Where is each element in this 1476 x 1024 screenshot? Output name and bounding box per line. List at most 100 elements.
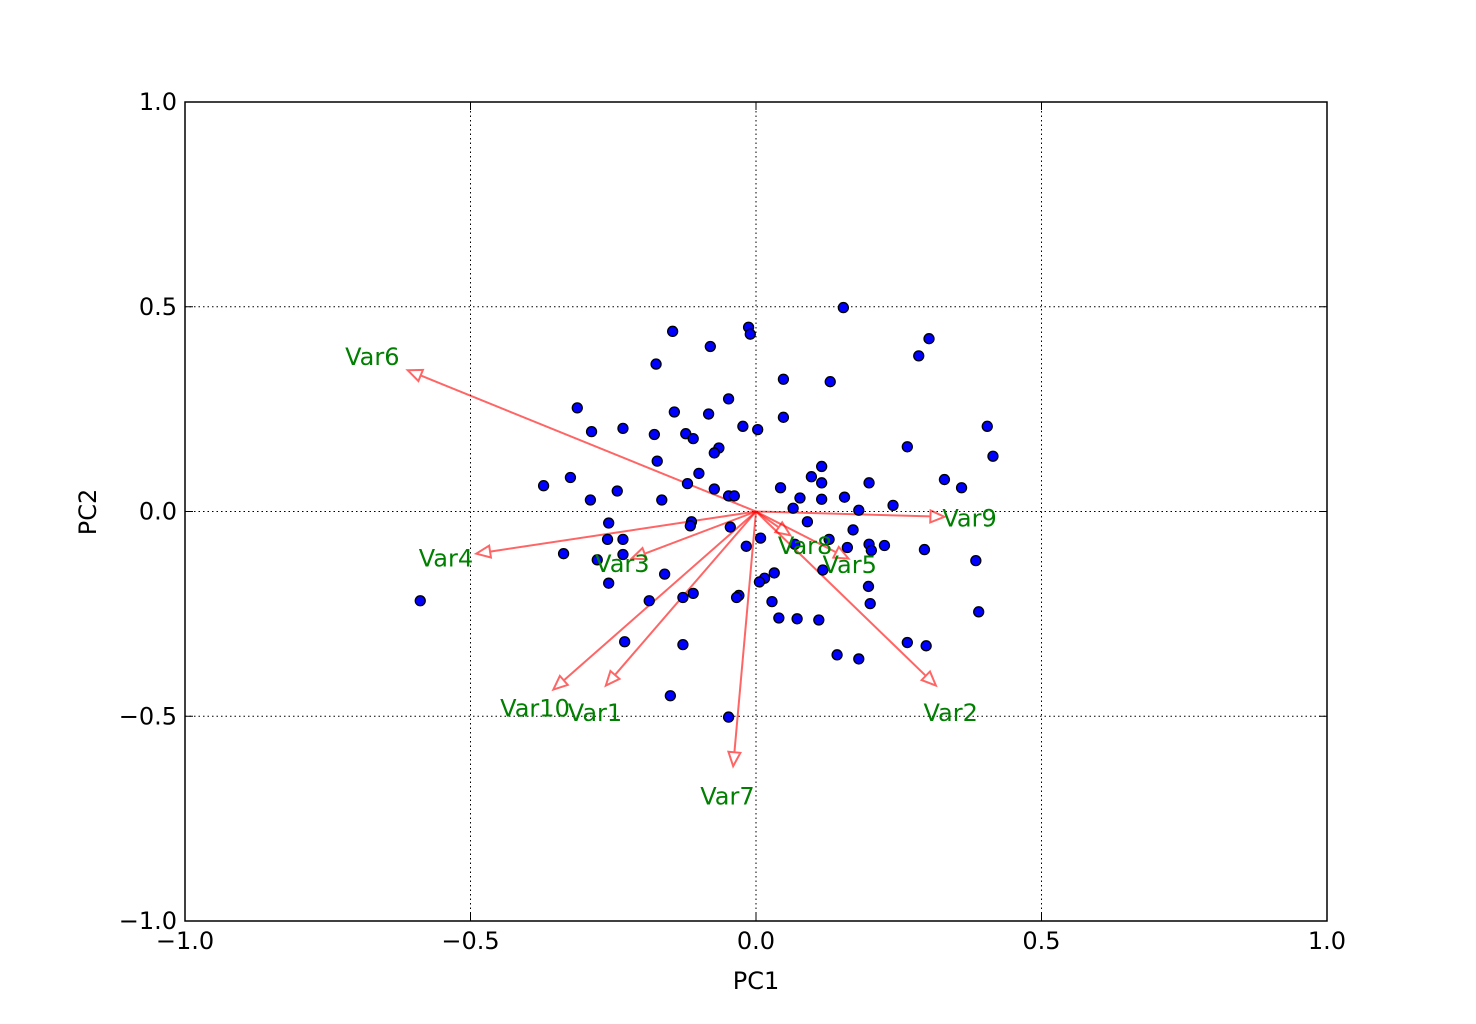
data-point xyxy=(571,402,583,414)
vector-shaft xyxy=(755,510,931,518)
data-point xyxy=(923,333,935,345)
vector-shaft xyxy=(644,510,757,555)
data-point xyxy=(658,568,671,580)
data-point xyxy=(887,499,899,512)
score-points xyxy=(414,301,999,723)
data-point xyxy=(601,533,614,545)
data-point xyxy=(853,653,865,665)
data-point xyxy=(603,517,615,529)
data-point xyxy=(801,516,814,528)
data-point xyxy=(816,493,828,505)
loading-vectors xyxy=(405,368,947,769)
vector-head xyxy=(773,520,793,537)
vector-arrow-var5 xyxy=(755,510,851,560)
data-point xyxy=(816,460,828,473)
x-tick-label: 1.0 xyxy=(1308,927,1346,955)
y-tick-label: 1.0 xyxy=(139,88,177,116)
data-point xyxy=(702,408,715,420)
data-point xyxy=(774,482,787,494)
data-point xyxy=(768,567,780,579)
vector-label: Var7 xyxy=(700,782,754,810)
data-point xyxy=(754,532,767,544)
data-point xyxy=(794,492,806,504)
vector-head xyxy=(831,545,851,560)
data-point xyxy=(681,478,694,490)
data-point xyxy=(955,482,968,494)
data-point xyxy=(838,491,851,503)
vector-head xyxy=(405,368,425,383)
data-point xyxy=(591,554,603,566)
data-point xyxy=(666,325,679,337)
data-point xyxy=(687,587,699,600)
vector-shaft xyxy=(420,374,757,513)
data-point xyxy=(744,328,756,340)
data-point xyxy=(901,441,913,453)
x-tick-label: −1.0 xyxy=(156,927,214,955)
vector-head xyxy=(551,674,570,692)
vector-label: Var2 xyxy=(924,699,978,727)
vector-head xyxy=(727,750,742,769)
vector-arrow-var3 xyxy=(629,510,757,561)
data-point xyxy=(837,301,850,314)
x-tick-label: 0.5 xyxy=(1022,927,1060,955)
data-point xyxy=(847,524,859,536)
data-point xyxy=(865,544,877,557)
vector-arrow-var9 xyxy=(755,508,947,524)
data-point xyxy=(920,640,932,652)
data-point xyxy=(777,373,790,385)
data-point xyxy=(704,340,716,353)
data-point xyxy=(831,649,843,661)
vector-arrow-var2 xyxy=(755,510,938,688)
data-point xyxy=(643,595,655,607)
data-point xyxy=(752,423,764,436)
data-point xyxy=(648,428,661,441)
vector-label: Var8 xyxy=(778,532,832,560)
data-point xyxy=(841,541,854,554)
vector-arrow-var7 xyxy=(727,511,757,769)
data-point xyxy=(564,471,577,484)
data-point xyxy=(724,521,736,533)
data-point xyxy=(863,477,875,489)
vector-label: Var9 xyxy=(942,505,996,533)
data-point xyxy=(617,422,629,435)
data-point xyxy=(987,450,999,462)
data-point xyxy=(805,471,818,483)
data-point xyxy=(740,540,752,552)
vector-shaft xyxy=(755,510,780,529)
data-point xyxy=(864,597,876,610)
data-point xyxy=(584,494,597,506)
data-point xyxy=(728,490,740,502)
data-point xyxy=(693,467,705,480)
data-point xyxy=(414,595,426,607)
vector-label: Var6 xyxy=(345,343,399,371)
vector-label: Var4 xyxy=(419,544,473,572)
data-point xyxy=(973,606,985,618)
y-tick-label: −1.0 xyxy=(119,907,177,935)
vector-shaft xyxy=(733,511,757,753)
vector-label: Var3 xyxy=(595,550,649,578)
vector-arrow-var8 xyxy=(755,510,793,537)
y-tick-label: 0.0 xyxy=(139,498,177,526)
data-point xyxy=(862,580,875,593)
data-point xyxy=(603,577,615,589)
data-point xyxy=(791,613,803,625)
y-tick-label: 0.5 xyxy=(139,293,177,321)
data-point xyxy=(664,690,676,702)
data-point xyxy=(913,350,925,362)
data-point xyxy=(651,455,663,467)
vector-shaft xyxy=(489,510,757,553)
vector-head xyxy=(473,544,493,559)
vector-label: Var1 xyxy=(568,699,622,727)
data-point xyxy=(619,636,631,648)
data-point xyxy=(823,533,835,545)
data-point xyxy=(708,483,720,495)
vector-head xyxy=(629,546,649,561)
data-point xyxy=(981,420,993,432)
x-axis-label: PC1 xyxy=(733,967,780,995)
data-point xyxy=(722,711,735,723)
data-point xyxy=(789,538,801,550)
axis-ticks: −1.0 −0.5 0.0 0.5 1.0 −1.0 −0.5 0.0 0.5 1.0 xyxy=(119,88,1346,955)
data-point xyxy=(817,564,829,576)
data-point xyxy=(730,591,743,604)
data-point xyxy=(901,636,913,649)
